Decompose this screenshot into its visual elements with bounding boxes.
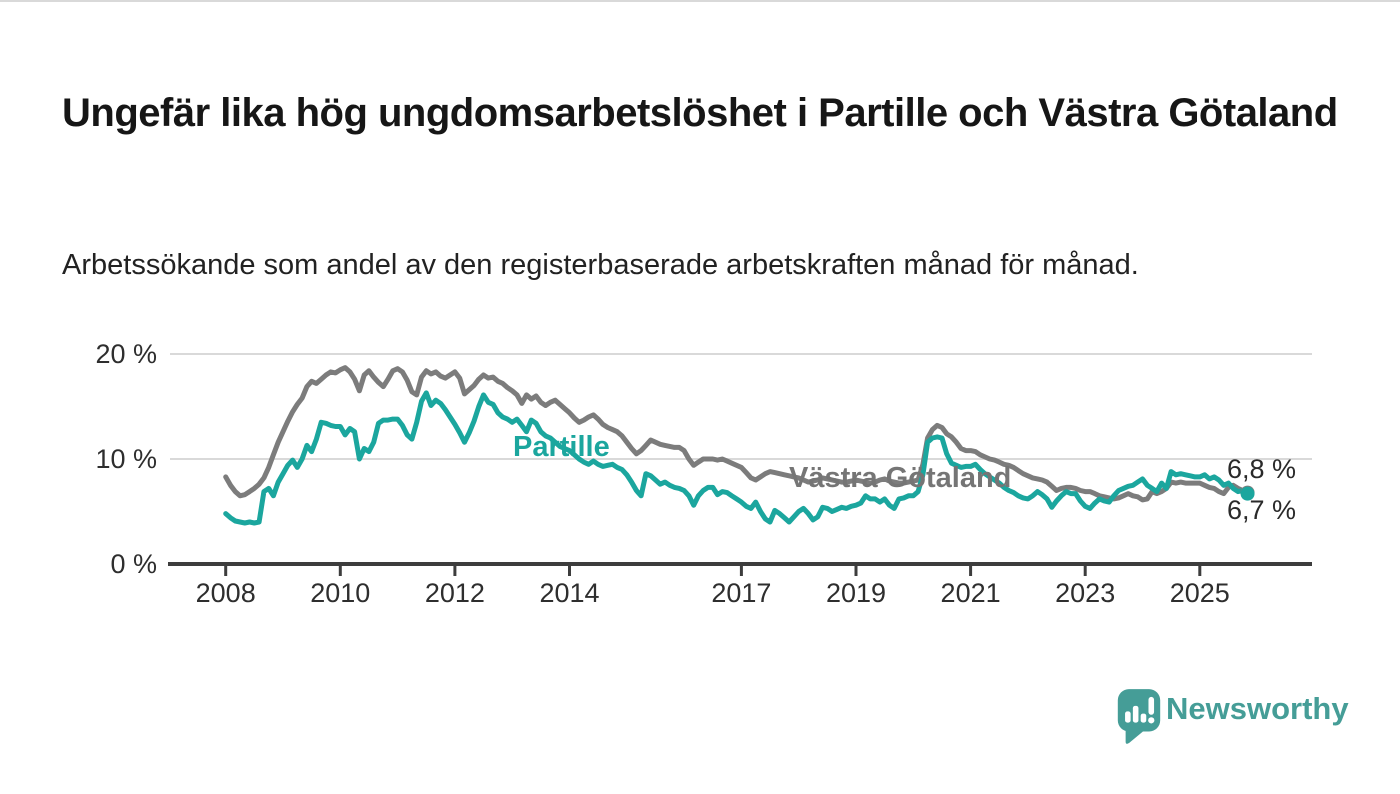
- x-axis-tick-label: 2021: [940, 578, 1001, 608]
- end-value-label-partille: 6,7 %: [1227, 495, 1297, 525]
- y-axis-tick-label: 0 %: [110, 549, 157, 579]
- newsworthy-logo: Newsworthy: [1116, 688, 1356, 748]
- y-axis-tick-label: 20 %: [95, 339, 157, 369]
- series-label-partille: Partille: [513, 431, 610, 463]
- chart-title: Ungefär lika hög ungdomsarbetslöshet i P…: [62, 90, 1338, 135]
- series-end-dot: [1240, 486, 1255, 501]
- x-axis-tick-label: 2012: [424, 578, 485, 608]
- series-line: [223, 390, 1250, 526]
- x-axis-tick-label: 2014: [539, 578, 600, 608]
- end-value-label-vastra-gotaland: 6,8 %: [1227, 454, 1297, 484]
- newsworthy-logo-text: Newsworthy: [1166, 691, 1349, 726]
- x-axis-tick-label: 2008: [195, 578, 256, 608]
- x-axis-tick-label: 2019: [825, 578, 887, 608]
- y-axis-tick-label: 10 %: [95, 444, 157, 474]
- bar-chart-speech-bubble-icon: [1117, 689, 1161, 744]
- x-axis-tick-label: 2025: [1169, 578, 1230, 608]
- x-axis-tick-label: 2017: [711, 578, 772, 608]
- x-axis-tick-label: 2010: [310, 578, 371, 608]
- series-label-vastra-gotaland: Västra Götaland: [789, 462, 1012, 494]
- series-line: [223, 365, 1250, 503]
- chart-subtitle: Arbetssökande som andel av den registerb…: [62, 249, 1139, 281]
- x-axis-tick-label: 2023: [1055, 578, 1116, 608]
